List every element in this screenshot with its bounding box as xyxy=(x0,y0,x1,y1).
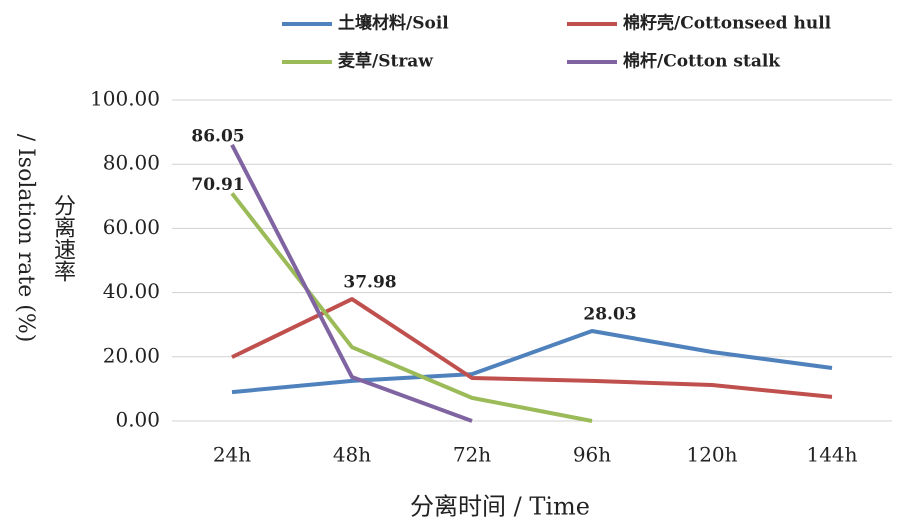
x-tick-label: 144h xyxy=(806,443,857,467)
y-tick-label: 0.00 xyxy=(115,408,160,432)
data-label: 28.03 xyxy=(583,305,636,325)
legend-label: 棉籽壳/Cottonseed hull xyxy=(623,13,832,34)
y-tick-label: 20.00 xyxy=(103,343,160,367)
series-line xyxy=(231,329,833,395)
y-axis-label: / Isolation rate (%) xyxy=(13,134,38,343)
y-axis-label: 分离速率 xyxy=(50,194,76,282)
x-axis-label: 分离时间 / Time xyxy=(410,493,590,521)
y-tick-label: 60.00 xyxy=(103,215,160,239)
legend-label: 麦草/Straw xyxy=(338,51,433,72)
series-line xyxy=(230,143,473,423)
data-label: 86.05 xyxy=(191,126,244,146)
x-tick-label: 24h xyxy=(213,443,251,467)
x-tick-label: 96h xyxy=(573,443,611,467)
data-label: 70.91 xyxy=(191,175,244,195)
data-label: 37.98 xyxy=(343,273,396,293)
legend-label: 棉杆/Cotton stalk xyxy=(623,51,781,72)
x-tick-label: 72h xyxy=(453,443,491,467)
x-tick-label: 48h xyxy=(333,443,371,467)
y-tick-label: 40.00 xyxy=(103,279,160,303)
series-line xyxy=(231,297,833,399)
y-tick-label: 100.00 xyxy=(90,87,160,111)
x-tick-label: 120h xyxy=(686,443,737,467)
series-line xyxy=(230,192,593,423)
legend-label: 土壤材料/Soil xyxy=(338,13,449,34)
y-tick-label: 80.00 xyxy=(103,151,160,175)
